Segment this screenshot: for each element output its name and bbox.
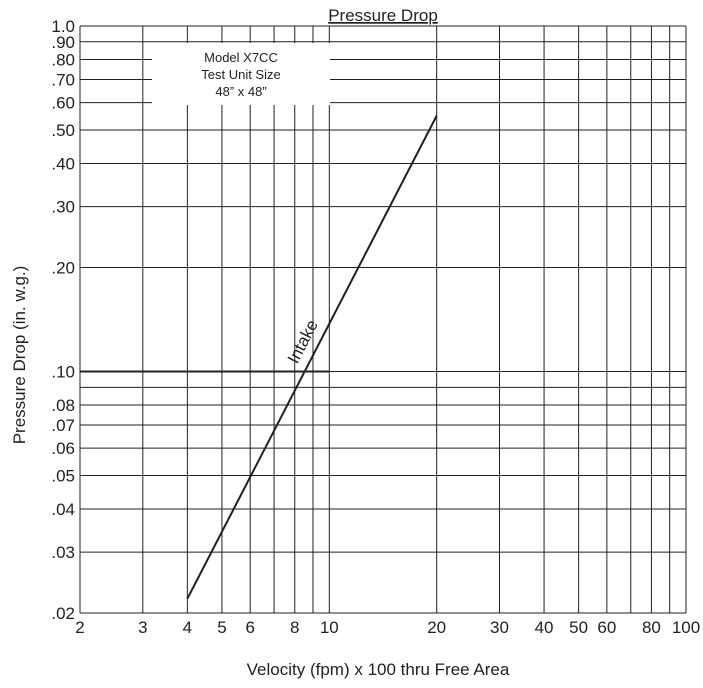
y-tick-label: .50	[51, 121, 75, 140]
x-tick-label: 5	[217, 618, 226, 637]
y-tick-label: .10	[51, 363, 75, 382]
legend-line: 48” x 48”	[215, 84, 266, 99]
y-tick-label: .80	[51, 50, 75, 69]
y-axis-label: Pressure Drop (in. w.g.)	[10, 266, 29, 445]
y-tick-label: .05	[51, 467, 75, 486]
x-tick-label: 80	[642, 618, 661, 637]
x-tick-label: 6	[245, 618, 254, 637]
y-tick-label: .08	[51, 396, 75, 415]
x-tick-label: 8	[290, 618, 299, 637]
x-tick-label: 20	[427, 618, 446, 637]
y-tick-label: .70	[51, 71, 75, 90]
y-tick-label: 1.0	[51, 17, 75, 36]
x-axis-label: Velocity (fpm) x 100 thru Free Area	[247, 660, 510, 679]
y-tick-label: .07	[51, 416, 75, 435]
x-tick-label: 30	[490, 618, 509, 637]
x-tick-label: 60	[597, 618, 616, 637]
x-tick-label: 50	[569, 618, 588, 637]
legend-line: Test Unit Size	[201, 67, 280, 82]
x-tick-label: 40	[535, 618, 554, 637]
x-tick-label: 100	[672, 618, 700, 637]
y-tick-label: .90	[51, 33, 75, 52]
series-label-intake: Intake	[284, 317, 322, 367]
x-tick-label: 4	[183, 618, 192, 637]
y-tick-label: .60	[51, 94, 75, 113]
x-tick-label: 10	[320, 618, 339, 637]
grid-lines	[79, 25, 687, 614]
legend-line: Model X7CC	[204, 50, 278, 65]
y-tick-label: .20	[51, 258, 75, 277]
chart-title: Pressure Drop	[328, 6, 438, 25]
x-tick-labels: 2 3 4 5 6 8 10 20 30 40 50 60 80 100	[75, 618, 700, 637]
series-line-intake	[186, 115, 438, 600]
y-tick-labels: .02 .03 .04 .05 .06 .07.08 .10 .20 .30 .40 .50 .60.…	[51, 17, 75, 623]
y-tick-label: .06	[51, 439, 75, 458]
y-tick-label: .03	[51, 543, 75, 562]
y-tick-label: .04	[51, 500, 75, 519]
legend-box	[152, 43, 330, 105]
x-tick-label: 2	[75, 618, 84, 637]
y-tick-label: .30	[51, 198, 75, 217]
y-tick-label: .40	[51, 154, 75, 173]
series-lines: Intake	[186, 115, 438, 600]
y-tick-label: .02	[51, 604, 75, 623]
x-tick-label: 3	[138, 618, 147, 637]
legend: Model X7CC Test Unit Size 48” x 48”	[152, 43, 330, 105]
